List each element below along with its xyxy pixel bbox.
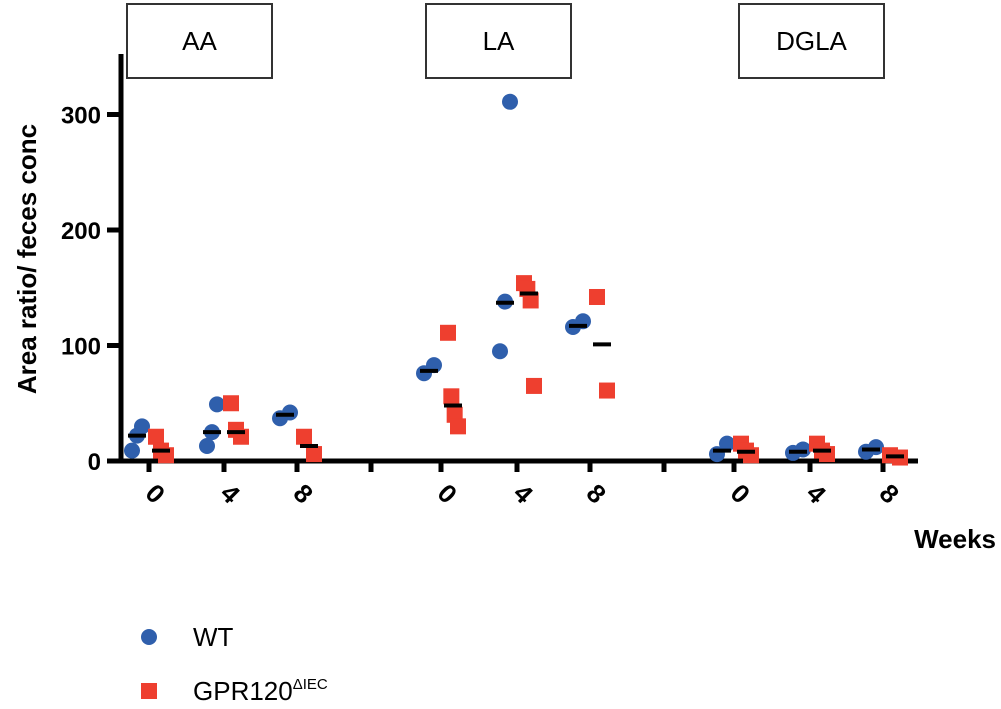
x-tick-label: 0 — [432, 478, 463, 509]
legend-label-wt: WT — [193, 622, 234, 652]
wt-point — [416, 365, 432, 382]
data-marks — [124, 93, 908, 466]
x-tick-label: 8 — [874, 478, 905, 509]
x-tick-label: 4 — [508, 478, 540, 510]
legend: WT GPR120ΔIEC — [141, 622, 328, 706]
gpr120-point — [819, 446, 835, 463]
panel-box-la — [425, 3, 572, 79]
x-tick-label: 8 — [581, 478, 612, 509]
wt-point — [492, 343, 508, 360]
wt-point — [719, 435, 735, 452]
gpr120-point — [296, 428, 312, 445]
wt-point — [199, 437, 215, 454]
legend-wt-marker — [141, 629, 157, 645]
gpr120-point — [522, 292, 539, 309]
x-tick-label: 8 — [288, 478, 319, 509]
legend-gpr120-marker — [141, 683, 157, 699]
x-axis-title-group: Weeks — [914, 524, 996, 554]
panel-label-boxes: AA LA DGLA — [126, 3, 885, 79]
wt-point — [124, 442, 140, 459]
gpr120-point — [306, 446, 322, 463]
gpr120-point — [148, 428, 164, 445]
panel-box-aa — [126, 3, 273, 79]
x-tick-label: 4 — [801, 478, 833, 510]
y-axis-title-group: Area ratio/ feces conc — [12, 124, 42, 394]
legend-label-superscript: ΔIEC — [293, 676, 328, 693]
wt-point — [709, 446, 725, 463]
y-tick-label: 100 — [61, 334, 101, 361]
gpr120-point — [443, 388, 460, 405]
gpr120-point — [589, 288, 605, 305]
wt-point — [272, 410, 288, 427]
x-tick-label: 4 — [215, 478, 247, 510]
y-tick-label: 200 — [61, 218, 101, 245]
wt-point — [209, 396, 225, 413]
gpr120-point — [599, 382, 615, 399]
x-tick-label: 0 — [140, 478, 171, 509]
panel-label-la: LA — [483, 26, 515, 56]
y-axis-title: Area ratio/ feces conc — [12, 124, 42, 394]
legend-label-gpr120: GPR120ΔIEC — [193, 676, 328, 706]
x-axis-title: Weeks — [914, 524, 996, 554]
wt-point — [502, 93, 518, 110]
panel-label-dgla: DGLA — [776, 26, 847, 56]
x-tick-label: 0 — [725, 478, 756, 509]
y-tick-label: 300 — [61, 103, 101, 130]
gpr120-point — [223, 395, 239, 412]
gpr120-point — [440, 324, 456, 341]
panel-label-aa: AA — [182, 26, 217, 56]
gpr120-point — [743, 447, 759, 464]
y-tick-label: 0 — [88, 449, 101, 476]
panel-box-dgla — [738, 3, 885, 79]
gpr120-point — [526, 377, 542, 394]
wt-point — [858, 443, 874, 460]
gpr120-point — [450, 418, 466, 435]
axes: 0 100 200 300 0 4 8 0 4 8 0 4 8 — [61, 54, 918, 510]
